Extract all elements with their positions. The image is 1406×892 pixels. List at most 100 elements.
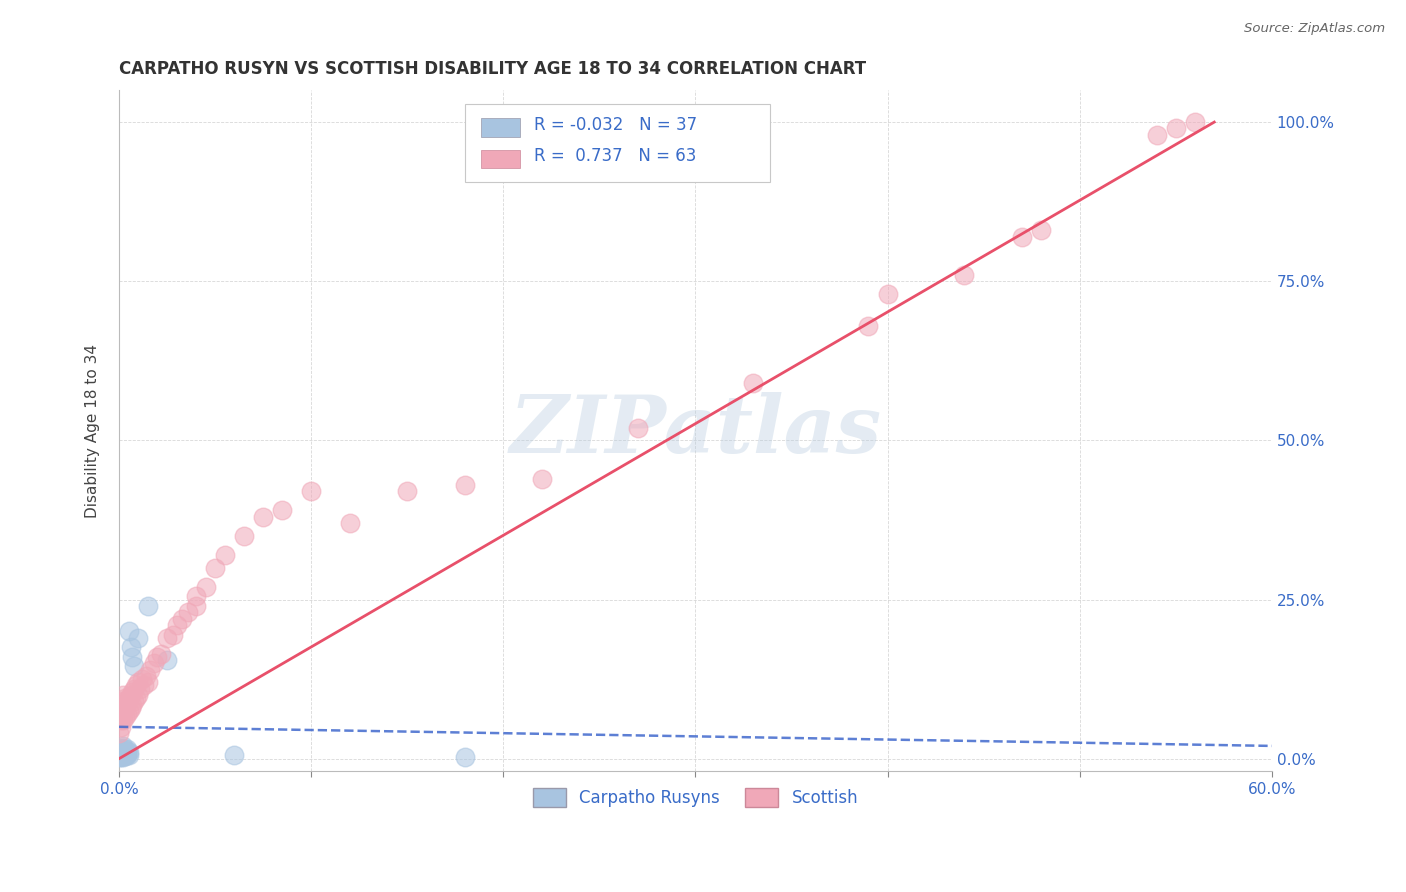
FancyBboxPatch shape (465, 103, 770, 182)
Point (214, 548, 236, 562)
Point (115, 744, 138, 758)
Point (111, 748, 134, 763)
Point (184, 599, 207, 613)
Point (1184, 115, 1206, 129)
Point (110, 700, 132, 714)
Point (204, 560, 226, 574)
Point (114, 747, 136, 761)
Point (111, 747, 134, 761)
Point (146, 649, 169, 664)
Point (110, 749, 132, 764)
Point (1031, 223, 1053, 237)
Point (110, 746, 132, 760)
Point (111, 694, 134, 708)
Point (136, 599, 159, 613)
Point (127, 675, 149, 690)
Point (110, 720, 132, 734)
Text: R =  0.737   N = 63: R = 0.737 N = 63 (534, 147, 696, 165)
Point (120, 700, 142, 714)
Point (124, 694, 146, 708)
Point (111, 741, 134, 756)
Point (114, 744, 136, 758)
Point (156, 653, 179, 667)
Point (111, 745, 134, 759)
Point (166, 618, 188, 632)
Point (114, 710, 136, 724)
Point (115, 747, 138, 761)
Point (224, 747, 246, 762)
Text: ZIPatlas: ZIPatlas (509, 392, 882, 469)
Point (139, 663, 162, 677)
Point (118, 704, 141, 718)
Text: R = -0.032   N = 37: R = -0.032 N = 37 (534, 116, 697, 134)
Point (1011, 229, 1033, 244)
FancyBboxPatch shape (481, 150, 520, 168)
Point (114, 749, 136, 764)
Point (111, 749, 134, 764)
Point (118, 747, 141, 762)
Point (111, 743, 134, 757)
Point (454, 478, 477, 492)
Point (118, 745, 141, 759)
Point (110, 744, 132, 758)
Point (114, 747, 136, 762)
Point (110, 747, 132, 762)
Point (125, 678, 148, 692)
Point (142, 656, 165, 670)
Point (135, 669, 157, 683)
Point (118, 691, 141, 706)
Point (124, 659, 146, 673)
Point (111, 704, 134, 718)
Point (627, 420, 650, 434)
Point (120, 688, 142, 702)
Point (125, 691, 148, 706)
Point (121, 649, 143, 664)
Point (115, 748, 138, 763)
Point (114, 691, 136, 706)
Point (162, 627, 184, 641)
Point (132, 678, 155, 692)
Point (136, 675, 159, 690)
Point (339, 516, 361, 530)
Point (110, 707, 132, 722)
Point (156, 631, 179, 645)
Point (110, 748, 132, 763)
Point (1164, 121, 1187, 136)
Point (110, 747, 132, 761)
Text: Source: ZipAtlas.com: Source: ZipAtlas.com (1244, 22, 1385, 36)
Point (742, 376, 765, 390)
Point (271, 503, 294, 517)
Point (111, 739, 134, 753)
Point (876, 287, 898, 301)
Point (121, 685, 143, 699)
Point (108, 750, 131, 764)
Point (454, 749, 477, 764)
Point (121, 698, 143, 712)
Point (150, 647, 173, 661)
Point (115, 707, 138, 722)
Point (114, 700, 136, 714)
Point (858, 318, 880, 333)
Point (184, 590, 207, 604)
Point (1146, 128, 1168, 142)
Point (115, 742, 138, 756)
Point (110, 714, 132, 728)
Point (124, 681, 146, 696)
Point (110, 742, 132, 756)
Point (110, 745, 132, 759)
FancyBboxPatch shape (481, 119, 520, 136)
Point (120, 640, 142, 655)
Point (110, 749, 132, 764)
Text: CARPATHO RUSYN VS SCOTTISH DISABILITY AGE 18 TO 34 CORRELATION CHART: CARPATHO RUSYN VS SCOTTISH DISABILITY AG… (120, 60, 866, 78)
Point (233, 529, 256, 543)
Point (115, 694, 138, 708)
Point (396, 484, 419, 499)
Point (530, 472, 553, 486)
Point (118, 624, 141, 639)
Point (252, 509, 274, 524)
Point (131, 672, 153, 686)
Point (129, 681, 152, 696)
Point (299, 484, 322, 499)
Point (127, 631, 149, 645)
Point (108, 726, 131, 740)
